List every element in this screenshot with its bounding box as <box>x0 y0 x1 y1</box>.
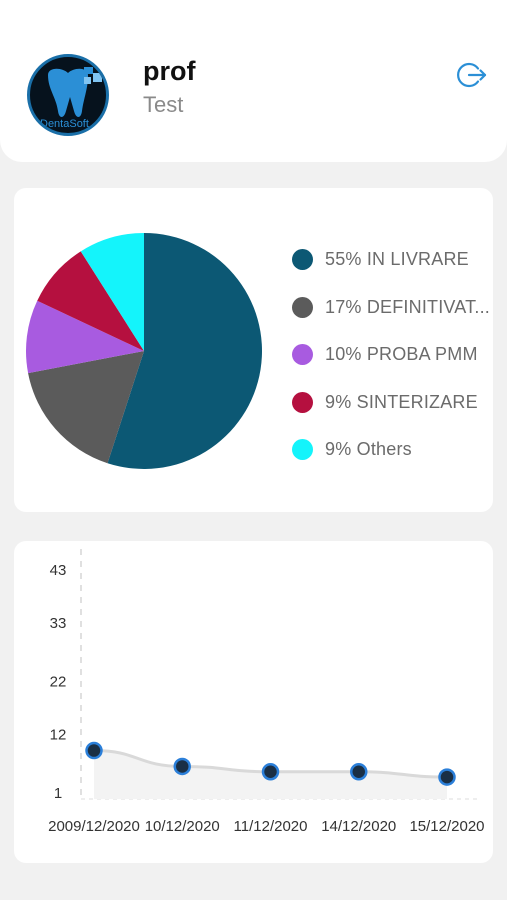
logout-icon[interactable] <box>456 59 488 91</box>
pie-slice-others[interactable] <box>80 233 144 351</box>
data-point[interactable] <box>261 763 280 781</box>
y-tick-label: 43 <box>50 562 67 579</box>
legend-item-others[interactable]: 9% Others <box>292 434 493 464</box>
avatar[interactable]: DentaSoft <box>27 54 109 136</box>
status-pie-chart[interactable] <box>14 188 493 512</box>
legend-dot <box>292 343 313 365</box>
legend-item-in-livrare[interactable]: 55% IN LIVRARE <box>292 244 493 274</box>
x-tick-label: 10/12/2020 <box>145 818 220 835</box>
status-pie-card: 55% IN LIVRARE 17% DEFINITIVAT... 10% PR… <box>14 188 493 512</box>
legend-label: 10% PROBA PMM <box>325 343 478 364</box>
legend-dot <box>292 248 313 270</box>
legend-item-definitivat[interactable]: 17% DEFINITIVAT... <box>292 292 493 322</box>
y-tick-label: 1 <box>54 785 62 802</box>
y-tick-label: 22 <box>50 674 67 691</box>
pie-slice-sinterizare[interactable] <box>37 251 144 351</box>
trend-line-chart[interactable]: 1 12 22 33 43 2009/12/2020 10/12/2020 11/12/202… <box>14 541 493 863</box>
legend-dot <box>292 296 313 318</box>
trend-line-card: 1 12 22 33 43 2009/12/2020 10/12/2020 11/12/202… <box>14 541 493 863</box>
data-point[interactable] <box>438 768 456 786</box>
x-tick-label: 2009/12/2020 <box>48 818 140 835</box>
user-role: Test <box>143 92 184 117</box>
tooth-logo-icon <box>48 67 102 117</box>
legend-item-proba-pmm[interactable]: 10% PROBA PMM <box>292 339 493 369</box>
legend-label: 55% IN LIVRARE <box>325 248 469 269</box>
data-point[interactable] <box>85 741 103 760</box>
pie-slice-proba-pmm[interactable] <box>26 300 144 374</box>
x-tick-label: 11/12/2020 <box>234 818 308 835</box>
y-tick-label: 33 <box>50 615 67 632</box>
logo-text: DentaSoft <box>40 118 89 130</box>
legend-label: 9% SINTERIZARE <box>325 391 478 412</box>
x-tick-label: 15/12/2020 <box>409 818 484 835</box>
data-point[interactable] <box>173 757 191 776</box>
x-tick-label: 14/12/2020 <box>321 818 396 835</box>
legend-dot <box>292 391 313 413</box>
data-point[interactable] <box>350 763 368 781</box>
profile-header: DentaSoft prof Test <box>0 0 507 162</box>
pie-slice-definitivat[interactable] <box>28 351 144 464</box>
legend-dot <box>292 438 313 460</box>
user-name: prof <box>143 56 196 86</box>
y-tick-label: 12 <box>50 727 67 744</box>
legend-item-sinterizare[interactable]: 9% SINTERIZARE <box>292 387 493 417</box>
pie-slice-in-livrare[interactable] <box>107 233 263 469</box>
legend-label: 17% DEFINITIVAT... <box>325 296 490 317</box>
legend-label: 9% Others <box>325 438 412 459</box>
